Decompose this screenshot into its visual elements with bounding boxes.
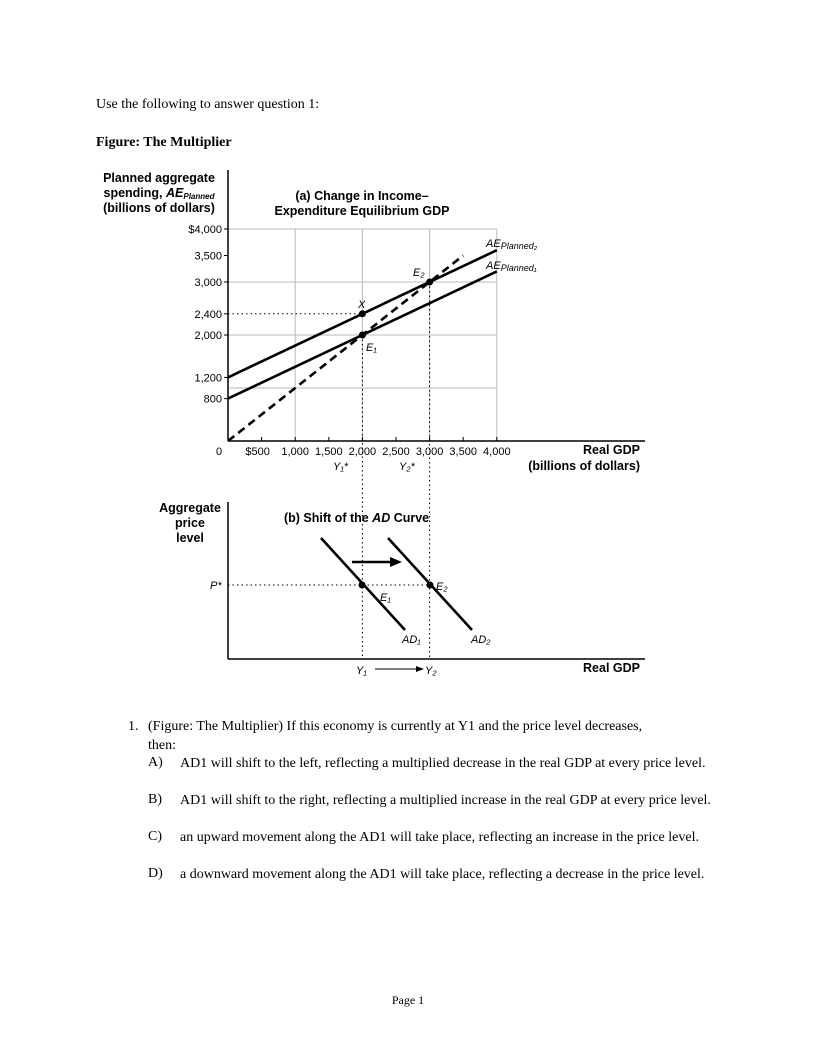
chart-title-a: Expenditure Equilibrium GDP bbox=[274, 204, 449, 218]
x-tick-label: 4,000 bbox=[483, 446, 511, 458]
point-label-e2-b: E₂ bbox=[436, 581, 448, 593]
x-tick-label: 3,000 bbox=[416, 446, 444, 458]
marker-y2-star: Y₂* bbox=[399, 461, 416, 473]
x-axis-label-a: (billions of dollars) bbox=[528, 459, 640, 473]
line-45-degree bbox=[227, 254, 465, 443]
option-c[interactable]: an upward movement along the AD1 will ta… bbox=[180, 830, 699, 845]
y-shift-arrow-head bbox=[416, 666, 424, 672]
y-axis-label-a: (billions of dollars) bbox=[103, 201, 215, 215]
shift-arrow-head bbox=[390, 557, 402, 567]
option-d-letter: D) bbox=[148, 866, 163, 881]
y-tick-label: 800 bbox=[204, 394, 222, 406]
y-tick-label: 3,000 bbox=[194, 277, 222, 289]
point-label-e2: E₂ bbox=[413, 267, 425, 279]
point-e2-b bbox=[426, 581, 434, 589]
point-e1 bbox=[358, 331, 366, 339]
point-label-e1-b: E₁ bbox=[380, 592, 391, 604]
x-axis-label-b: Real GDP bbox=[583, 661, 640, 675]
option-a-letter: A) bbox=[148, 755, 163, 770]
question-number: 1. bbox=[128, 719, 139, 734]
chart-title-a: (a) Change in Income– bbox=[295, 189, 428, 203]
option-b[interactable]: AD1 will shift to the right, reflecting … bbox=[180, 793, 711, 808]
x-tick-label: 1,000 bbox=[281, 446, 309, 458]
y-tick-label: 3,500 bbox=[194, 251, 222, 263]
intro-text: Use the following to answer question 1: bbox=[96, 97, 320, 112]
option-b-letter: B) bbox=[148, 792, 162, 807]
y-tick-label: 2,400 bbox=[194, 309, 222, 321]
point-label-e1: E₁ bbox=[366, 342, 377, 354]
question-line-2: then: bbox=[148, 737, 176, 753]
series-label-ad2: AD₂ bbox=[470, 634, 491, 646]
point-x bbox=[358, 310, 366, 318]
y-axis-label-a: Planned aggregate bbox=[103, 171, 215, 185]
chart-title-b: (b) Shift of the AD Curve bbox=[284, 511, 429, 525]
series-label: AEPlanned₁ bbox=[485, 260, 537, 273]
point-label-x: X bbox=[357, 299, 366, 311]
y-tick-label: 2,000 bbox=[194, 330, 222, 342]
x-tick-label: 1,500 bbox=[315, 446, 343, 458]
x-tick-label: 3,500 bbox=[449, 446, 477, 458]
origin-label: 0 bbox=[216, 446, 222, 458]
series-label-ad1: AD₁ bbox=[401, 634, 421, 646]
option-a[interactable]: AD1 will shift to the left, reflecting a… bbox=[180, 756, 706, 771]
y-tick-label: $4,000 bbox=[188, 224, 222, 236]
question-text: (Figure: The Multiplier) If this economy… bbox=[148, 718, 728, 755]
x-tick-label: 2,500 bbox=[382, 446, 410, 458]
marker-y2: Y₂ bbox=[425, 665, 437, 677]
marker-y1: Y₁ bbox=[356, 665, 367, 677]
figure-title: Figure: The Multiplier bbox=[96, 135, 232, 150]
page-number: Page 1 bbox=[391, 993, 425, 1007]
option-d[interactable]: a downward movement along the AD1 will t… bbox=[180, 867, 705, 882]
series-label: AEPlanned₂ bbox=[485, 238, 538, 251]
price-label: P* bbox=[210, 580, 222, 592]
option-c-letter: C) bbox=[148, 829, 162, 844]
point-e1-b bbox=[358, 581, 366, 589]
y-axis-label-b: Aggregate bbox=[159, 501, 221, 515]
question-line-1: (Figure: The Multiplier) If this economy… bbox=[148, 719, 643, 734]
y-axis-label-b: price bbox=[175, 516, 205, 530]
y-axis-label-a: spending, AEPlanned bbox=[104, 186, 216, 201]
x-tick-label: $500 bbox=[245, 446, 269, 458]
y-axis-label-b: level bbox=[176, 531, 204, 545]
point-e2 bbox=[426, 278, 434, 286]
x-axis-label-a: Real GDP bbox=[583, 443, 640, 457]
marker-y1-star: Y₁* bbox=[333, 461, 349, 473]
y-tick-label: 1,200 bbox=[194, 372, 222, 384]
